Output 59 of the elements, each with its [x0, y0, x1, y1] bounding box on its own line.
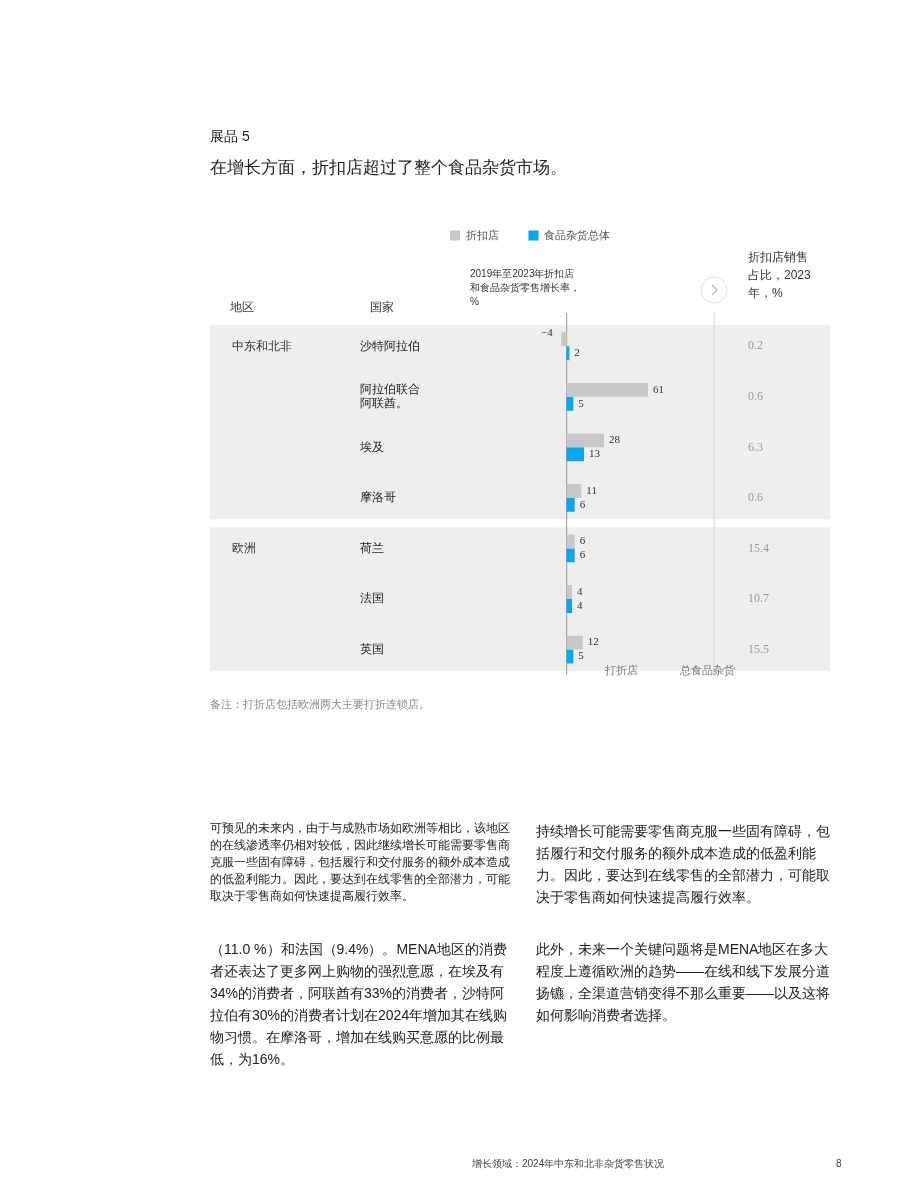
- band-label: 中东和北非: [232, 338, 292, 353]
- y-tick-label: 荷兰: [360, 540, 384, 555]
- x-axis-title: 2019年至2023年折扣店和食品杂货零售增长率，%: [470, 268, 580, 307]
- data-label: 4: [577, 584, 583, 597]
- bar: [561, 332, 567, 347]
- data-label: 12: [587, 635, 599, 648]
- y-tick-label: 沙特阿拉伯: [360, 338, 420, 353]
- text: 此外，未来一个关键问题将是MENA地区在多大程度上遵循欧洲的趋势——在线和线下发展分道扬镳，全渠道营销变得不那么重要——以及这将如何影响消费者选择。: [536, 940, 831, 1025]
- bar: [566, 396, 574, 411]
- text: 15.5: [748, 641, 769, 656]
- text: 总食品杂货: [679, 663, 735, 676]
- y-tick-label: 英国: [360, 641, 384, 656]
- text: 在增长方面，折扣店超过了整个食品杂货市场。: [210, 157, 567, 179]
- y-tick-label: 埃及: [359, 439, 384, 454]
- data-label: 5: [578, 649, 585, 662]
- text: （11.0 %）和法国（9.4%）。MENA地区的消费者还表达了更多网上购物的强烈意愿，在埃及有34%的消费者，阿联酋有33%的消费者，沙特阿拉伯有30%的消费者计划在2024年增加其在线购物习惯。在摩洛哥，增加在线购买意愿的比例最低，为16%。: [210, 940, 509, 1069]
- data-label: 5: [578, 396, 585, 409]
- bar: [566, 497, 575, 512]
- data-label: −4: [540, 326, 554, 339]
- data-label: 6: [579, 534, 586, 547]
- text: 0.2: [748, 338, 763, 353]
- bar: [566, 447, 584, 462]
- data-label: 4: [577, 598, 583, 611]
- data-label: 61: [653, 382, 664, 395]
- bar: [566, 534, 575, 549]
- text: 10.7: [748, 591, 769, 606]
- data-label: 2: [574, 346, 580, 359]
- band-label: 欧洲: [232, 540, 256, 555]
- bar: [566, 598, 572, 613]
- bar: [566, 484, 582, 498]
- annotation: 打折店: [604, 663, 638, 676]
- y-tick-label: 法国: [360, 591, 384, 606]
- y-tick-label: 阿拉伯联合阿联酋。: [360, 381, 420, 411]
- text: 增长领域：2024年中东和北非杂货零售状况: [472, 1158, 665, 1170]
- bar: [566, 548, 575, 563]
- bar: [566, 382, 648, 397]
- data-label: 13: [589, 447, 601, 460]
- text: 0.6: [748, 490, 763, 505]
- text: 持续增长可能需要零售商克服一些固有障碍，包括履行和交付服务的额外成本造成的低盈利能力。因此，要达到在线零售的全部潜力，可能取决于零售商如何快速提高履行效率。: [536, 822, 831, 907]
- data-label: 6: [579, 497, 586, 510]
- bar: [566, 635, 583, 650]
- y-axis-title: 国家: [370, 300, 394, 314]
- text: 0.6: [748, 388, 763, 403]
- text: 地区: [229, 300, 254, 314]
- text: 折扣店销售占比，2023年，%: [748, 250, 812, 300]
- y-tick-label: 摩洛哥: [360, 490, 396, 505]
- text: 可预见的未来内，由于与成熟市场如欧洲等相比，该地区的在线渗透率仍相对较低，因此继续增长可能需要零售商克服一些固有障碍，包括履行和交付服务的额外成本造成的低盈利能力。因此，要达到在线零售的全部潜力，可能取决于零售商如何快速提高履行效率。: [210, 820, 510, 905]
- bar: [566, 585, 572, 599]
- text: 展品 5: [210, 128, 250, 146]
- legend-label: 食品杂货总体: [544, 228, 610, 241]
- text: 6.3: [748, 439, 763, 454]
- data-label: 11: [586, 483, 597, 496]
- text: 备注：打折店包括欧洲两大主要打折连锁店。: [210, 698, 431, 710]
- bar: [566, 433, 604, 448]
- data-label: 6: [579, 548, 586, 561]
- legend-label: 折扣店: [465, 228, 499, 241]
- data-label: 28: [609, 433, 621, 446]
- text: 15.4: [748, 540, 769, 555]
- text: 8: [836, 1158, 842, 1170]
